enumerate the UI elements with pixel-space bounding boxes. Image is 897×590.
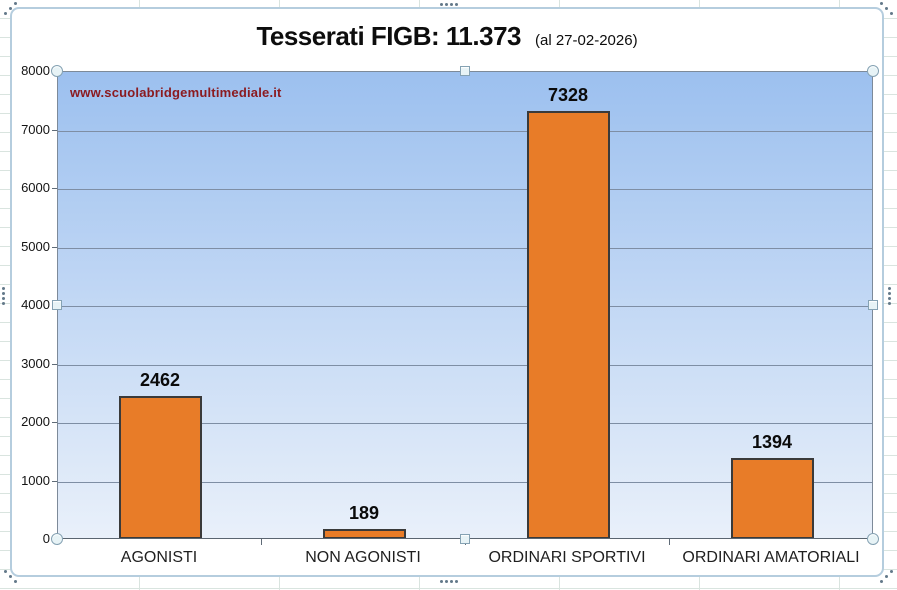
bar-value-label: 189 — [348, 503, 380, 523]
y-gridline — [58, 482, 872, 483]
bar-value-label: 2462 — [139, 370, 181, 390]
y-axis-tick-mark — [52, 481, 57, 482]
y-axis-tick-label: 0 — [42, 531, 50, 546]
frame-grip-top-middle[interactable] — [440, 2, 458, 16]
y-gridline — [58, 189, 872, 190]
frame-grip-top-left[interactable] — [3, 1, 21, 15]
x-axis-category-label: NON AGONISTI — [305, 549, 421, 566]
plot-area[interactable]: www.scuolabridgemultimediale.it 2462 189 7… — [57, 71, 873, 539]
frame-grip-top-right[interactable] — [879, 1, 897, 15]
y-gridline — [58, 131, 872, 132]
x-axis-tick-mark — [669, 539, 670, 545]
y-axis-tick-mark — [52, 130, 57, 131]
y-axis-tick-label: 6000 — [21, 180, 50, 195]
bar-value-label: 1394 — [751, 432, 793, 452]
y-axis-tick-mark — [52, 188, 57, 189]
bar-agonisti[interactable] — [118, 396, 202, 539]
y-axis-tick-mark — [52, 422, 57, 423]
y-axis-tick-mark — [52, 364, 57, 365]
frame-grip-bottom-right[interactable] — [879, 569, 897, 583]
selection-handle-top-left[interactable] — [51, 65, 63, 77]
frame-grip-right-middle[interactable] — [887, 287, 897, 305]
y-axis-tick-label: 7000 — [21, 122, 50, 137]
chart-title-block[interactable]: Tesserati FIGB: 11.373 (al 27-02-2026) — [10, 21, 884, 52]
selection-handle-bottom-left[interactable] — [51, 533, 63, 545]
y-axis-tick-label: 4000 — [21, 297, 50, 312]
selection-handle-top-middle[interactable] — [460, 66, 470, 76]
chart-subtitle: (al 27-02-2026) — [535, 32, 638, 49]
selection-handle-bottom-middle[interactable] — [460, 534, 470, 544]
y-axis-tick-label: 2000 — [21, 414, 50, 429]
y-gridline — [58, 248, 872, 249]
y-axis-tick-label: 5000 — [21, 239, 50, 254]
y-axis-tick-label: 1000 — [21, 473, 50, 488]
frame-grip-bottom-left[interactable] — [3, 569, 21, 583]
selection-handle-bottom-right[interactable] — [867, 533, 879, 545]
y-gridline — [58, 365, 872, 366]
bar-ordinari-amatoriali[interactable] — [730, 458, 814, 539]
x-axis-category-label: ORDINARI SPORTIVI — [488, 549, 646, 566]
y-gridline — [58, 306, 872, 307]
y-axis-tick-label: 3000 — [21, 356, 50, 371]
x-axis-category-label: AGONISTI — [120, 549, 198, 566]
y-gridline — [58, 423, 872, 424]
selection-handle-top-right[interactable] — [867, 65, 879, 77]
selection-handle-left-middle[interactable] — [52, 300, 62, 310]
frame-grip-left-middle[interactable] — [1, 287, 19, 305]
bar-value-label: 7328 — [547, 85, 589, 105]
x-axis-category-label: ORDINARI AMATORIALI — [682, 549, 860, 566]
bar-ordinari-sportivi[interactable] — [526, 111, 610, 539]
chart-title[interactable]: Tesserati FIGB: 11.373 — [256, 21, 521, 51]
y-axis-tick-mark — [52, 247, 57, 248]
x-axis-tick-mark — [261, 539, 262, 545]
watermark-text: www.scuolabridgemultimediale.it — [70, 85, 282, 100]
selection-handle-right-middle[interactable] — [868, 300, 878, 310]
y-axis-tick-label: 8000 — [21, 63, 50, 78]
frame-grip-bottom-middle[interactable] — [440, 579, 458, 590]
